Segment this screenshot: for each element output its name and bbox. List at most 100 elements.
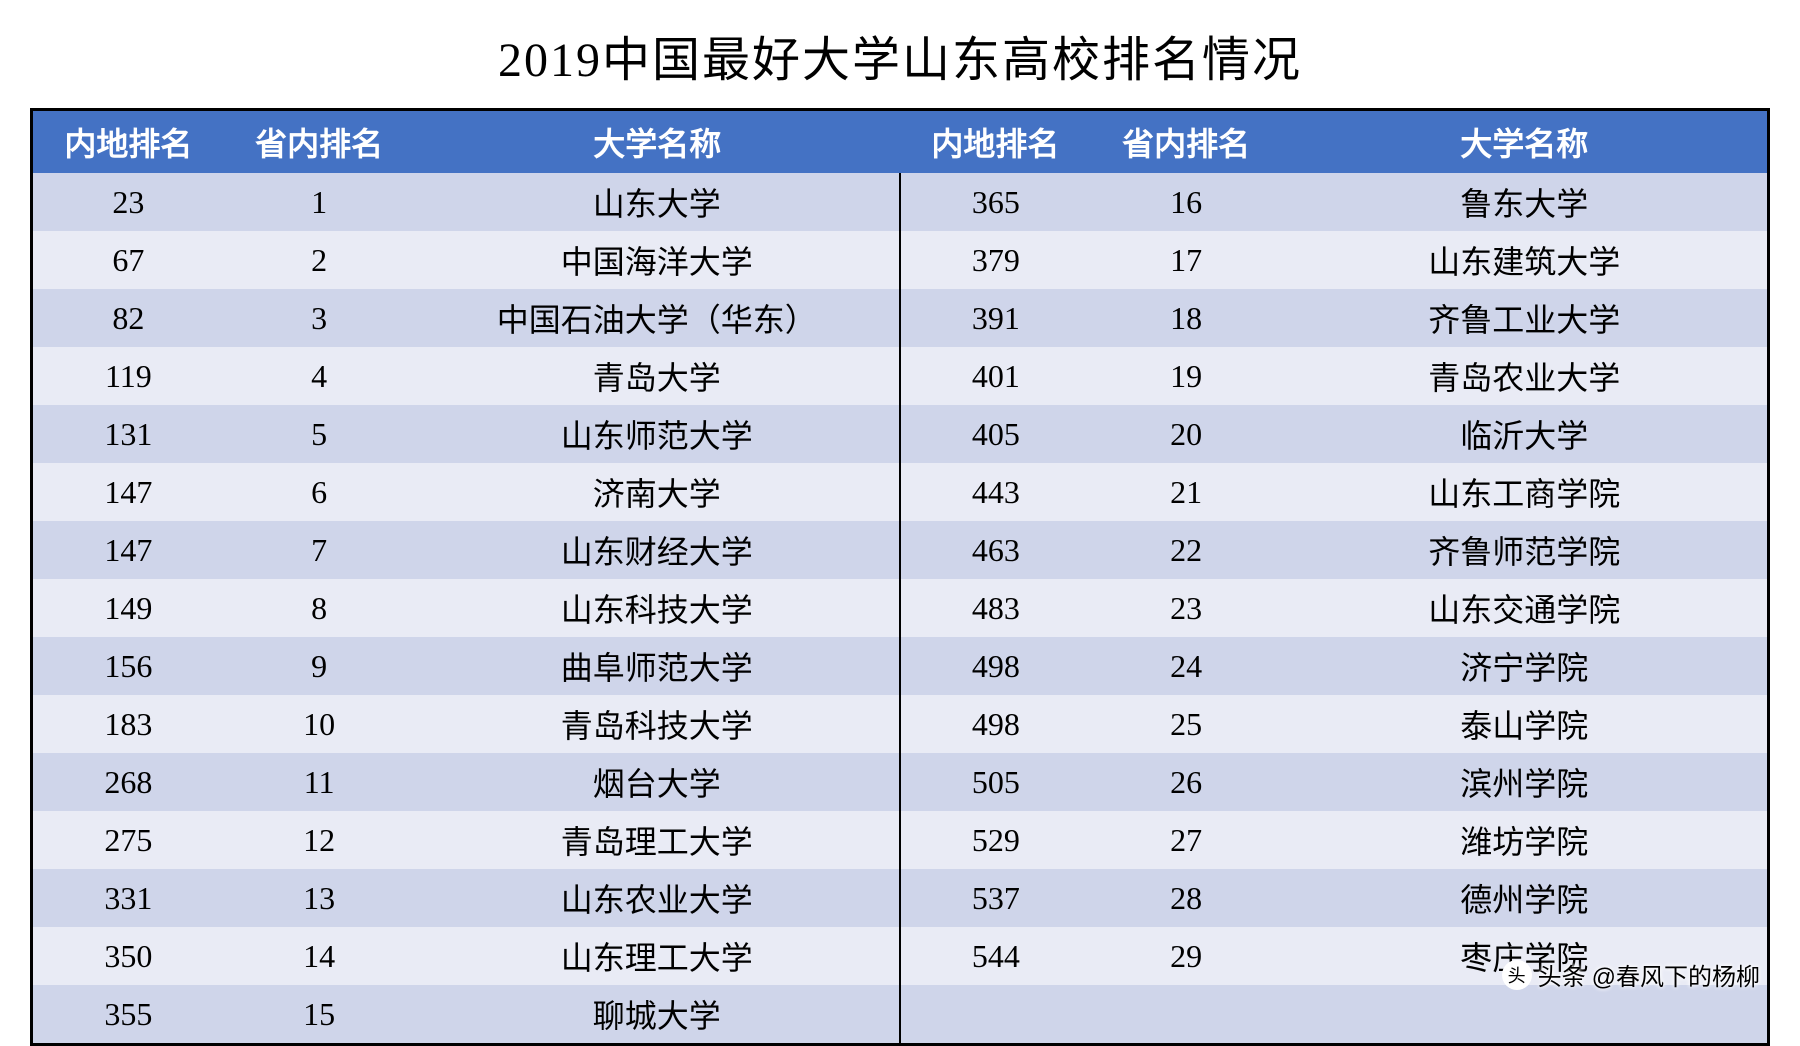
cell-provincial-rank-right: 17	[1091, 231, 1282, 289]
cell-provincial-rank-right: 22	[1091, 521, 1282, 579]
col-university-name-left: 大学名称	[414, 111, 900, 173]
cell-national-rank-left: 355	[33, 985, 224, 1043]
table-row: 1498山东科技大学48323山东交通学院	[33, 579, 1767, 637]
cell-provincial-rank-left: 3	[224, 289, 415, 347]
ranking-table: 内地排名 省内排名 大学名称 内地排名 省内排名 大学名称 231山东大学365…	[33, 111, 1767, 1043]
cell-national-rank-right: 365	[900, 173, 1091, 231]
cell-university-name-left: 青岛理工大学	[414, 811, 900, 869]
cell-national-rank-left: 149	[33, 579, 224, 637]
col-university-name-right: 大学名称	[1281, 111, 1767, 173]
cell-provincial-rank-right: 29	[1091, 927, 1282, 985]
cell-university-name-left: 聊城大学	[414, 985, 900, 1043]
cell-university-name-left: 中国海洋大学	[414, 231, 900, 289]
cell-provincial-rank-right: 19	[1091, 347, 1282, 405]
cell-provincial-rank-right: 23	[1091, 579, 1282, 637]
cell-university-name-left: 山东理工大学	[414, 927, 900, 985]
table-row: 27512青岛理工大学52927潍坊学院	[33, 811, 1767, 869]
cell-national-rank-left: 331	[33, 869, 224, 927]
cell-university-name-right: 齐鲁师范学院	[1281, 521, 1767, 579]
cell-provincial-rank-left: 14	[224, 927, 415, 985]
cell-university-name-right: 济宁学院	[1281, 637, 1767, 695]
cell-national-rank-right: 391	[900, 289, 1091, 347]
cell-national-rank-right: 405	[900, 405, 1091, 463]
cell-university-name-right: 德州学院	[1281, 869, 1767, 927]
cell-national-rank-right: 463	[900, 521, 1091, 579]
cell-university-name-right: 滨州学院	[1281, 753, 1767, 811]
col-national-rank-right: 内地排名	[900, 111, 1091, 173]
cell-national-rank-right: 529	[900, 811, 1091, 869]
cell-university-name-left: 山东大学	[414, 173, 900, 231]
ranking-table-container: 内地排名 省内排名 大学名称 内地排名 省内排名 大学名称 231山东大学365…	[30, 108, 1770, 1046]
cell-university-name-left: 青岛大学	[414, 347, 900, 405]
cell-provincial-rank-left: 6	[224, 463, 415, 521]
page-title: 2019中国最好大学山东高校排名情况	[30, 20, 1770, 90]
cell-provincial-rank-left: 9	[224, 637, 415, 695]
table-row: 1477山东财经大学46322齐鲁师范学院	[33, 521, 1767, 579]
cell-provincial-rank-left: 10	[224, 695, 415, 753]
table-row: 1315山东师范大学40520临沂大学	[33, 405, 1767, 463]
cell-national-rank-right: 505	[900, 753, 1091, 811]
cell-national-rank-right	[900, 985, 1091, 1043]
cell-national-rank-left: 131	[33, 405, 224, 463]
cell-national-rank-right: 537	[900, 869, 1091, 927]
cell-national-rank-right: 379	[900, 231, 1091, 289]
table-header-row: 内地排名 省内排名 大学名称 内地排名 省内排名 大学名称	[33, 111, 1767, 173]
cell-university-name-left: 山东师范大学	[414, 405, 900, 463]
cell-national-rank-left: 350	[33, 927, 224, 985]
cell-university-name-right: 齐鲁工业大学	[1281, 289, 1767, 347]
cell-university-name-right: 泰山学院	[1281, 695, 1767, 753]
cell-university-name-left: 山东财经大学	[414, 521, 900, 579]
table-row: 18310青岛科技大学49825泰山学院	[33, 695, 1767, 753]
cell-provincial-rank-left: 12	[224, 811, 415, 869]
cell-national-rank-right: 443	[900, 463, 1091, 521]
cell-provincial-rank-right: 24	[1091, 637, 1282, 695]
cell-national-rank-right: 483	[900, 579, 1091, 637]
cell-university-name-right: 山东建筑大学	[1281, 231, 1767, 289]
table-row: 1476济南大学44321山东工商学院	[33, 463, 1767, 521]
cell-national-rank-left: 23	[33, 173, 224, 231]
cell-national-rank-right: 544	[900, 927, 1091, 985]
cell-university-name-right: 山东工商学院	[1281, 463, 1767, 521]
cell-university-name-left: 烟台大学	[414, 753, 900, 811]
watermark-prefix: 头条	[1538, 957, 1586, 992]
cell-provincial-rank-left: 2	[224, 231, 415, 289]
table-row: 35515聊城大学	[33, 985, 1767, 1043]
cell-national-rank-right: 401	[900, 347, 1091, 405]
col-provincial-rank-left: 省内排名	[224, 111, 415, 173]
cell-national-rank-left: 156	[33, 637, 224, 695]
cell-university-name-right: 鲁东大学	[1281, 173, 1767, 231]
cell-university-name-right: 潍坊学院	[1281, 811, 1767, 869]
cell-national-rank-left: 183	[33, 695, 224, 753]
cell-provincial-rank-right: 27	[1091, 811, 1282, 869]
cell-national-rank-left: 275	[33, 811, 224, 869]
cell-provincial-rank-right: 16	[1091, 173, 1282, 231]
watermark: 头 头条 @春风下的杨柳	[1502, 957, 1760, 992]
cell-national-rank-right: 498	[900, 637, 1091, 695]
cell-provincial-rank-right: 25	[1091, 695, 1282, 753]
cell-provincial-rank-left: 4	[224, 347, 415, 405]
cell-provincial-rank-left: 13	[224, 869, 415, 927]
cell-university-name-left: 曲阜师范大学	[414, 637, 900, 695]
cell-provincial-rank-right: 21	[1091, 463, 1282, 521]
cell-national-rank-left: 147	[33, 463, 224, 521]
table-row: 26811烟台大学50526滨州学院	[33, 753, 1767, 811]
watermark-handle: @春风下的杨柳	[1592, 957, 1760, 992]
cell-university-name-right: 山东交通学院	[1281, 579, 1767, 637]
cell-national-rank-left: 67	[33, 231, 224, 289]
table-row: 1569曲阜师范大学49824济宁学院	[33, 637, 1767, 695]
toutiao-icon: 头	[1502, 960, 1532, 990]
table-row: 33113山东农业大学53728德州学院	[33, 869, 1767, 927]
cell-national-rank-right: 498	[900, 695, 1091, 753]
cell-university-name-left: 济南大学	[414, 463, 900, 521]
cell-university-name-left: 山东科技大学	[414, 579, 900, 637]
table-row: 823中国石油大学（华东）39118齐鲁工业大学	[33, 289, 1767, 347]
cell-university-name-left: 山东农业大学	[414, 869, 900, 927]
cell-provincial-rank-left: 11	[224, 753, 415, 811]
cell-provincial-rank-left: 15	[224, 985, 415, 1043]
col-national-rank-left: 内地排名	[33, 111, 224, 173]
cell-provincial-rank-right: 28	[1091, 869, 1282, 927]
cell-provincial-rank-right	[1091, 985, 1282, 1043]
cell-university-name-right: 青岛农业大学	[1281, 347, 1767, 405]
cell-provincial-rank-right: 20	[1091, 405, 1282, 463]
cell-provincial-rank-left: 1	[224, 173, 415, 231]
